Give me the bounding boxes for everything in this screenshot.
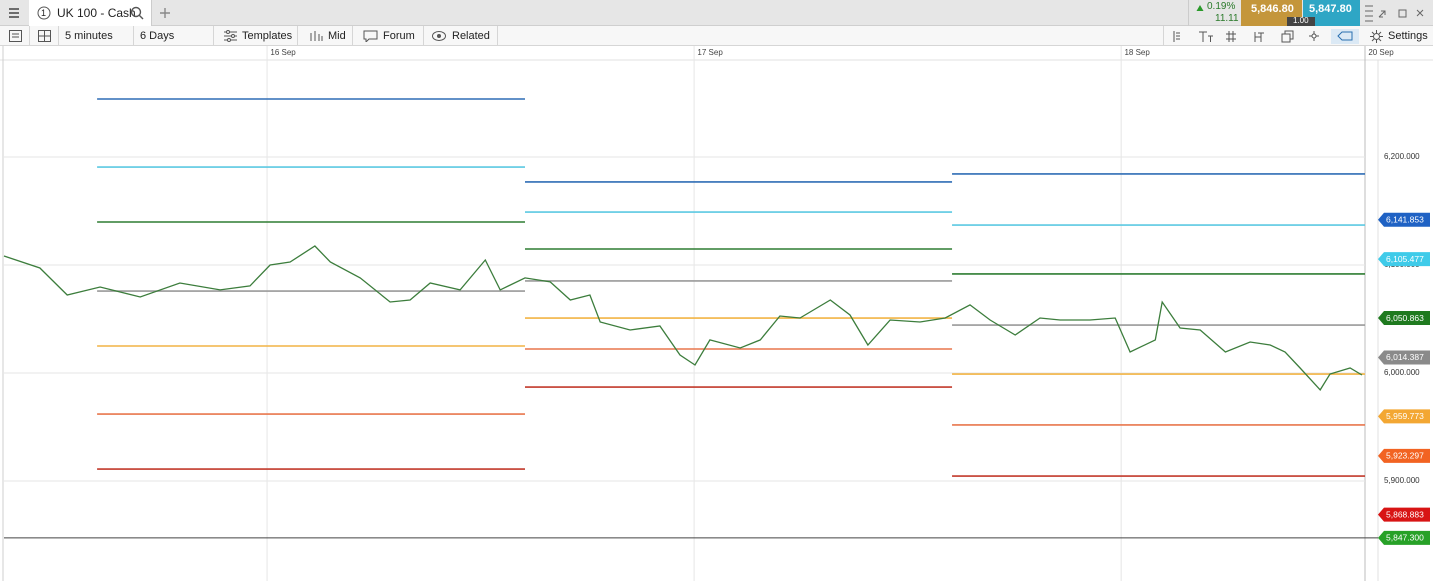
x-tick-label: 17 Sep bbox=[697, 48, 723, 57]
spread: 1.00 bbox=[1293, 16, 1309, 25]
change-points: 11.11 bbox=[1215, 13, 1239, 24]
list-icon[interactable] bbox=[9, 30, 22, 42]
y-tick-label: 5,900.000 bbox=[1384, 476, 1420, 485]
price-label: 5,923.297 bbox=[1386, 451, 1424, 461]
current-price-tag bbox=[1378, 530, 1430, 545]
settings[interactable]: Settings bbox=[1388, 30, 1428, 42]
price-label: 6,141.853 bbox=[1386, 215, 1424, 225]
price-tag bbox=[1378, 311, 1430, 326]
chart-tools[interactable] bbox=[1168, 29, 1368, 44]
y-tick-label: 6,000.000 bbox=[1384, 368, 1420, 377]
interval[interactable]: 5 minutes bbox=[65, 30, 113, 42]
forum[interactable]: Forum bbox=[383, 30, 415, 42]
x-tick-label: 18 Sep bbox=[1124, 48, 1150, 57]
related[interactable]: Related bbox=[452, 30, 490, 42]
layout-icon[interactable] bbox=[38, 30, 51, 42]
window-icons[interactable] bbox=[1363, 3, 1433, 23]
price-tag bbox=[1378, 448, 1430, 463]
price-tag bbox=[1378, 409, 1430, 424]
current-price-label: 5,847.300 bbox=[1386, 533, 1424, 543]
price-tag bbox=[1378, 212, 1430, 227]
range[interactable]: 6 Days bbox=[140, 30, 175, 42]
tab-badge bbox=[37, 6, 51, 20]
menu-icon[interactable] bbox=[8, 7, 20, 19]
search-icon[interactable] bbox=[130, 6, 144, 20]
price-label: 6,105.477 bbox=[1386, 254, 1424, 264]
toolbar: 5 minutes 6 Days Templates Mid Forum Rel… bbox=[0, 26, 1433, 46]
buy-price[interactable]: 5,847.80 bbox=[1309, 3, 1352, 15]
add-tab[interactable] bbox=[159, 7, 171, 19]
spread-box bbox=[1287, 17, 1315, 26]
templates-icon[interactable] bbox=[224, 30, 237, 42]
tab-number: 1 bbox=[41, 8, 47, 18]
related-icon[interactable] bbox=[432, 31, 446, 41]
change-percent: 0.19% bbox=[1207, 1, 1236, 12]
price-label: 5,868.883 bbox=[1386, 509, 1424, 519]
y-tick-label: 6,200.000 bbox=[1384, 152, 1420, 161]
price-label: 5,959.773 bbox=[1386, 411, 1424, 421]
sell-price[interactable]: 5,846.80 bbox=[1251, 3, 1294, 15]
price-type[interactable]: Mid bbox=[328, 30, 346, 42]
price-tag bbox=[1378, 350, 1430, 365]
top-bar: 1 UK 100 - Cash 0.19% 11.11 5,846.80 5,8… bbox=[0, 0, 1433, 26]
price-label: 6,050.863 bbox=[1386, 313, 1424, 323]
mid-icon[interactable] bbox=[309, 30, 324, 42]
chart: 16 Sep 17 Sep 18 Sep 20 Sep 5,900.000 6,000.0… bbox=[0, 46, 1433, 581]
up-arrow bbox=[1196, 5, 1204, 11]
templates[interactable]: Templates bbox=[242, 30, 293, 42]
price-tag bbox=[1378, 507, 1430, 522]
x-tick-label: 20 Sep bbox=[1368, 48, 1394, 57]
price-line bbox=[3, 245, 1363, 391]
tab-title[interactable]: UK 100 - Cash bbox=[57, 6, 136, 20]
forum-icon[interactable] bbox=[363, 30, 378, 42]
settings-icon[interactable] bbox=[1370, 30, 1383, 43]
x-tick-label: 16 Sep bbox=[270, 48, 296, 57]
price-label: 6,014.387 bbox=[1386, 352, 1424, 362]
price-tag bbox=[1378, 252, 1430, 267]
